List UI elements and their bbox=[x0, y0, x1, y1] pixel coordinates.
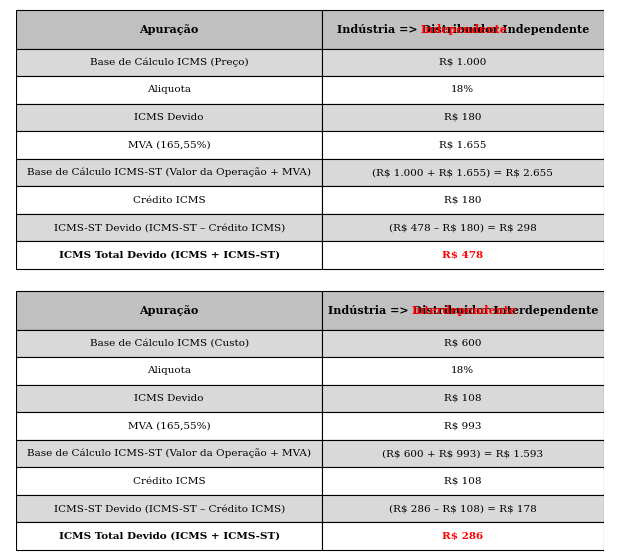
Text: Base de Cálculo ICMS-ST (Valor da Operação + MVA): Base de Cálculo ICMS-ST (Valor da Operaç… bbox=[27, 449, 311, 459]
Text: R$ 286: R$ 286 bbox=[442, 532, 483, 541]
Text: ICMS-ST Devido (ICMS-ST – Crédito ICMS): ICMS-ST Devido (ICMS-ST – Crédito ICMS) bbox=[54, 504, 285, 513]
Bar bbox=[322, 357, 604, 385]
Bar bbox=[322, 440, 604, 468]
Bar bbox=[322, 468, 604, 495]
Bar bbox=[16, 131, 322, 159]
Bar bbox=[322, 186, 604, 214]
Text: Independente: Independente bbox=[421, 24, 507, 35]
Text: Interdependente: Interdependente bbox=[411, 305, 516, 316]
Bar bbox=[16, 385, 322, 412]
Bar bbox=[322, 385, 604, 412]
Text: (R$ 286 – R$ 108) = R$ 178: (R$ 286 – R$ 108) = R$ 178 bbox=[389, 504, 536, 513]
Bar bbox=[16, 291, 322, 330]
Bar bbox=[16, 49, 322, 76]
Text: R$ 600: R$ 600 bbox=[444, 339, 482, 348]
Text: Indústria => Distribuidor Interdependente: Indústria => Distribuidor Interdependent… bbox=[328, 305, 598, 316]
Bar bbox=[322, 214, 604, 241]
Text: 18%: 18% bbox=[451, 86, 474, 95]
Text: Aliquota: Aliquota bbox=[147, 86, 191, 95]
Bar bbox=[322, 291, 604, 330]
Text: (R$ 478 – R$ 180) = R$ 298: (R$ 478 – R$ 180) = R$ 298 bbox=[389, 223, 536, 232]
Bar bbox=[16, 241, 322, 269]
Text: Crédito ICMS: Crédito ICMS bbox=[133, 477, 206, 486]
Text: MVA (165,55%): MVA (165,55%) bbox=[128, 422, 211, 431]
Text: R$ 180: R$ 180 bbox=[444, 195, 482, 204]
Bar bbox=[16, 468, 322, 495]
Text: R$ 1.655: R$ 1.655 bbox=[439, 141, 487, 150]
Text: R$ 993: R$ 993 bbox=[444, 422, 482, 431]
Bar bbox=[16, 357, 322, 385]
Bar bbox=[16, 330, 322, 357]
Text: R$ 478: R$ 478 bbox=[442, 251, 483, 260]
Text: Apuração: Apuração bbox=[140, 24, 199, 35]
Text: Crédito ICMS: Crédito ICMS bbox=[133, 195, 206, 204]
Bar bbox=[16, 186, 322, 214]
Bar bbox=[16, 495, 322, 522]
Text: R$ 1.000: R$ 1.000 bbox=[439, 58, 487, 67]
Text: MVA (165,55%): MVA (165,55%) bbox=[128, 141, 211, 150]
Text: R$ 180: R$ 180 bbox=[444, 113, 482, 122]
Bar bbox=[322, 159, 604, 186]
Bar bbox=[322, 330, 604, 357]
Text: R$ 108: R$ 108 bbox=[444, 394, 482, 403]
Bar bbox=[16, 76, 322, 104]
Bar bbox=[16, 412, 322, 440]
Bar bbox=[16, 522, 322, 550]
Text: Indústria => Distribuidor Independente: Indústria => Distribuidor Independente bbox=[336, 24, 589, 35]
Bar bbox=[16, 104, 322, 131]
Text: Base de Cálculo ICMS (Preço): Base de Cálculo ICMS (Preço) bbox=[90, 58, 249, 67]
Bar bbox=[16, 10, 322, 49]
Bar bbox=[322, 412, 604, 440]
Text: Aliquota: Aliquota bbox=[147, 366, 191, 375]
Text: R$ 108: R$ 108 bbox=[444, 477, 482, 486]
Bar bbox=[322, 522, 604, 550]
Bar bbox=[322, 131, 604, 159]
Text: Apuração: Apuração bbox=[140, 305, 199, 316]
Text: Base de Cálculo ICMS-ST (Valor da Operação + MVA): Base de Cálculo ICMS-ST (Valor da Operaç… bbox=[27, 167, 311, 178]
Text: (R$ 600 + R$ 993) = R$ 1.593: (R$ 600 + R$ 993) = R$ 1.593 bbox=[382, 449, 543, 458]
Bar bbox=[322, 10, 604, 49]
Bar bbox=[322, 104, 604, 131]
Bar bbox=[16, 214, 322, 241]
Bar bbox=[16, 159, 322, 186]
Text: 18%: 18% bbox=[451, 366, 474, 375]
Text: ICMS Total Devido (ICMS + ICMS-ST): ICMS Total Devido (ICMS + ICMS-ST) bbox=[59, 251, 280, 260]
Bar bbox=[322, 241, 604, 269]
Text: ICMS Devido: ICMS Devido bbox=[135, 113, 204, 122]
Bar bbox=[322, 495, 604, 522]
Bar bbox=[322, 49, 604, 76]
Bar bbox=[322, 76, 604, 104]
Text: ICMS Devido: ICMS Devido bbox=[135, 394, 204, 403]
Bar bbox=[16, 440, 322, 468]
Text: Base de Cálculo ICMS (Custo): Base de Cálculo ICMS (Custo) bbox=[90, 339, 249, 348]
Text: ICMS Total Devido (ICMS + ICMS-ST): ICMS Total Devido (ICMS + ICMS-ST) bbox=[59, 532, 280, 541]
Text: ICMS-ST Devido (ICMS-ST – Crédito ICMS): ICMS-ST Devido (ICMS-ST – Crédito ICMS) bbox=[54, 223, 285, 232]
Text: (R$ 1.000 + R$ 1.655) = R$ 2.655: (R$ 1.000 + R$ 1.655) = R$ 2.655 bbox=[373, 168, 553, 177]
